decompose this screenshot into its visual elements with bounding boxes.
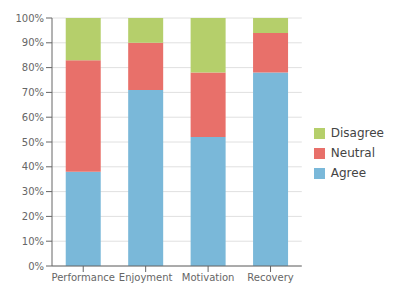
svg-text:Performance: Performance xyxy=(52,272,115,283)
svg-text:Motivation: Motivation xyxy=(182,272,235,283)
svg-text:70%: 70% xyxy=(22,87,44,98)
svg-text:30%: 30% xyxy=(22,186,44,197)
svg-text:40%: 40% xyxy=(22,161,44,172)
svg-text:90%: 90% xyxy=(22,37,44,48)
svg-text:Recovery: Recovery xyxy=(247,272,293,283)
svg-text:20%: 20% xyxy=(22,211,44,222)
svg-text:10%: 10% xyxy=(22,236,44,247)
svg-text:50%: 50% xyxy=(22,137,44,148)
svg-text:Enjoyment: Enjoyment xyxy=(119,272,173,283)
html-text:Agree: Agree xyxy=(330,166,366,180)
html-text:Neutral: Neutral xyxy=(330,146,376,160)
svg-text:60%: 60% xyxy=(22,112,44,123)
html-text:Disagree: Disagree xyxy=(330,126,384,140)
svg-text:80%: 80% xyxy=(22,62,44,73)
svg-text:100%: 100% xyxy=(15,13,44,24)
svg-text:0%: 0% xyxy=(28,261,44,272)
